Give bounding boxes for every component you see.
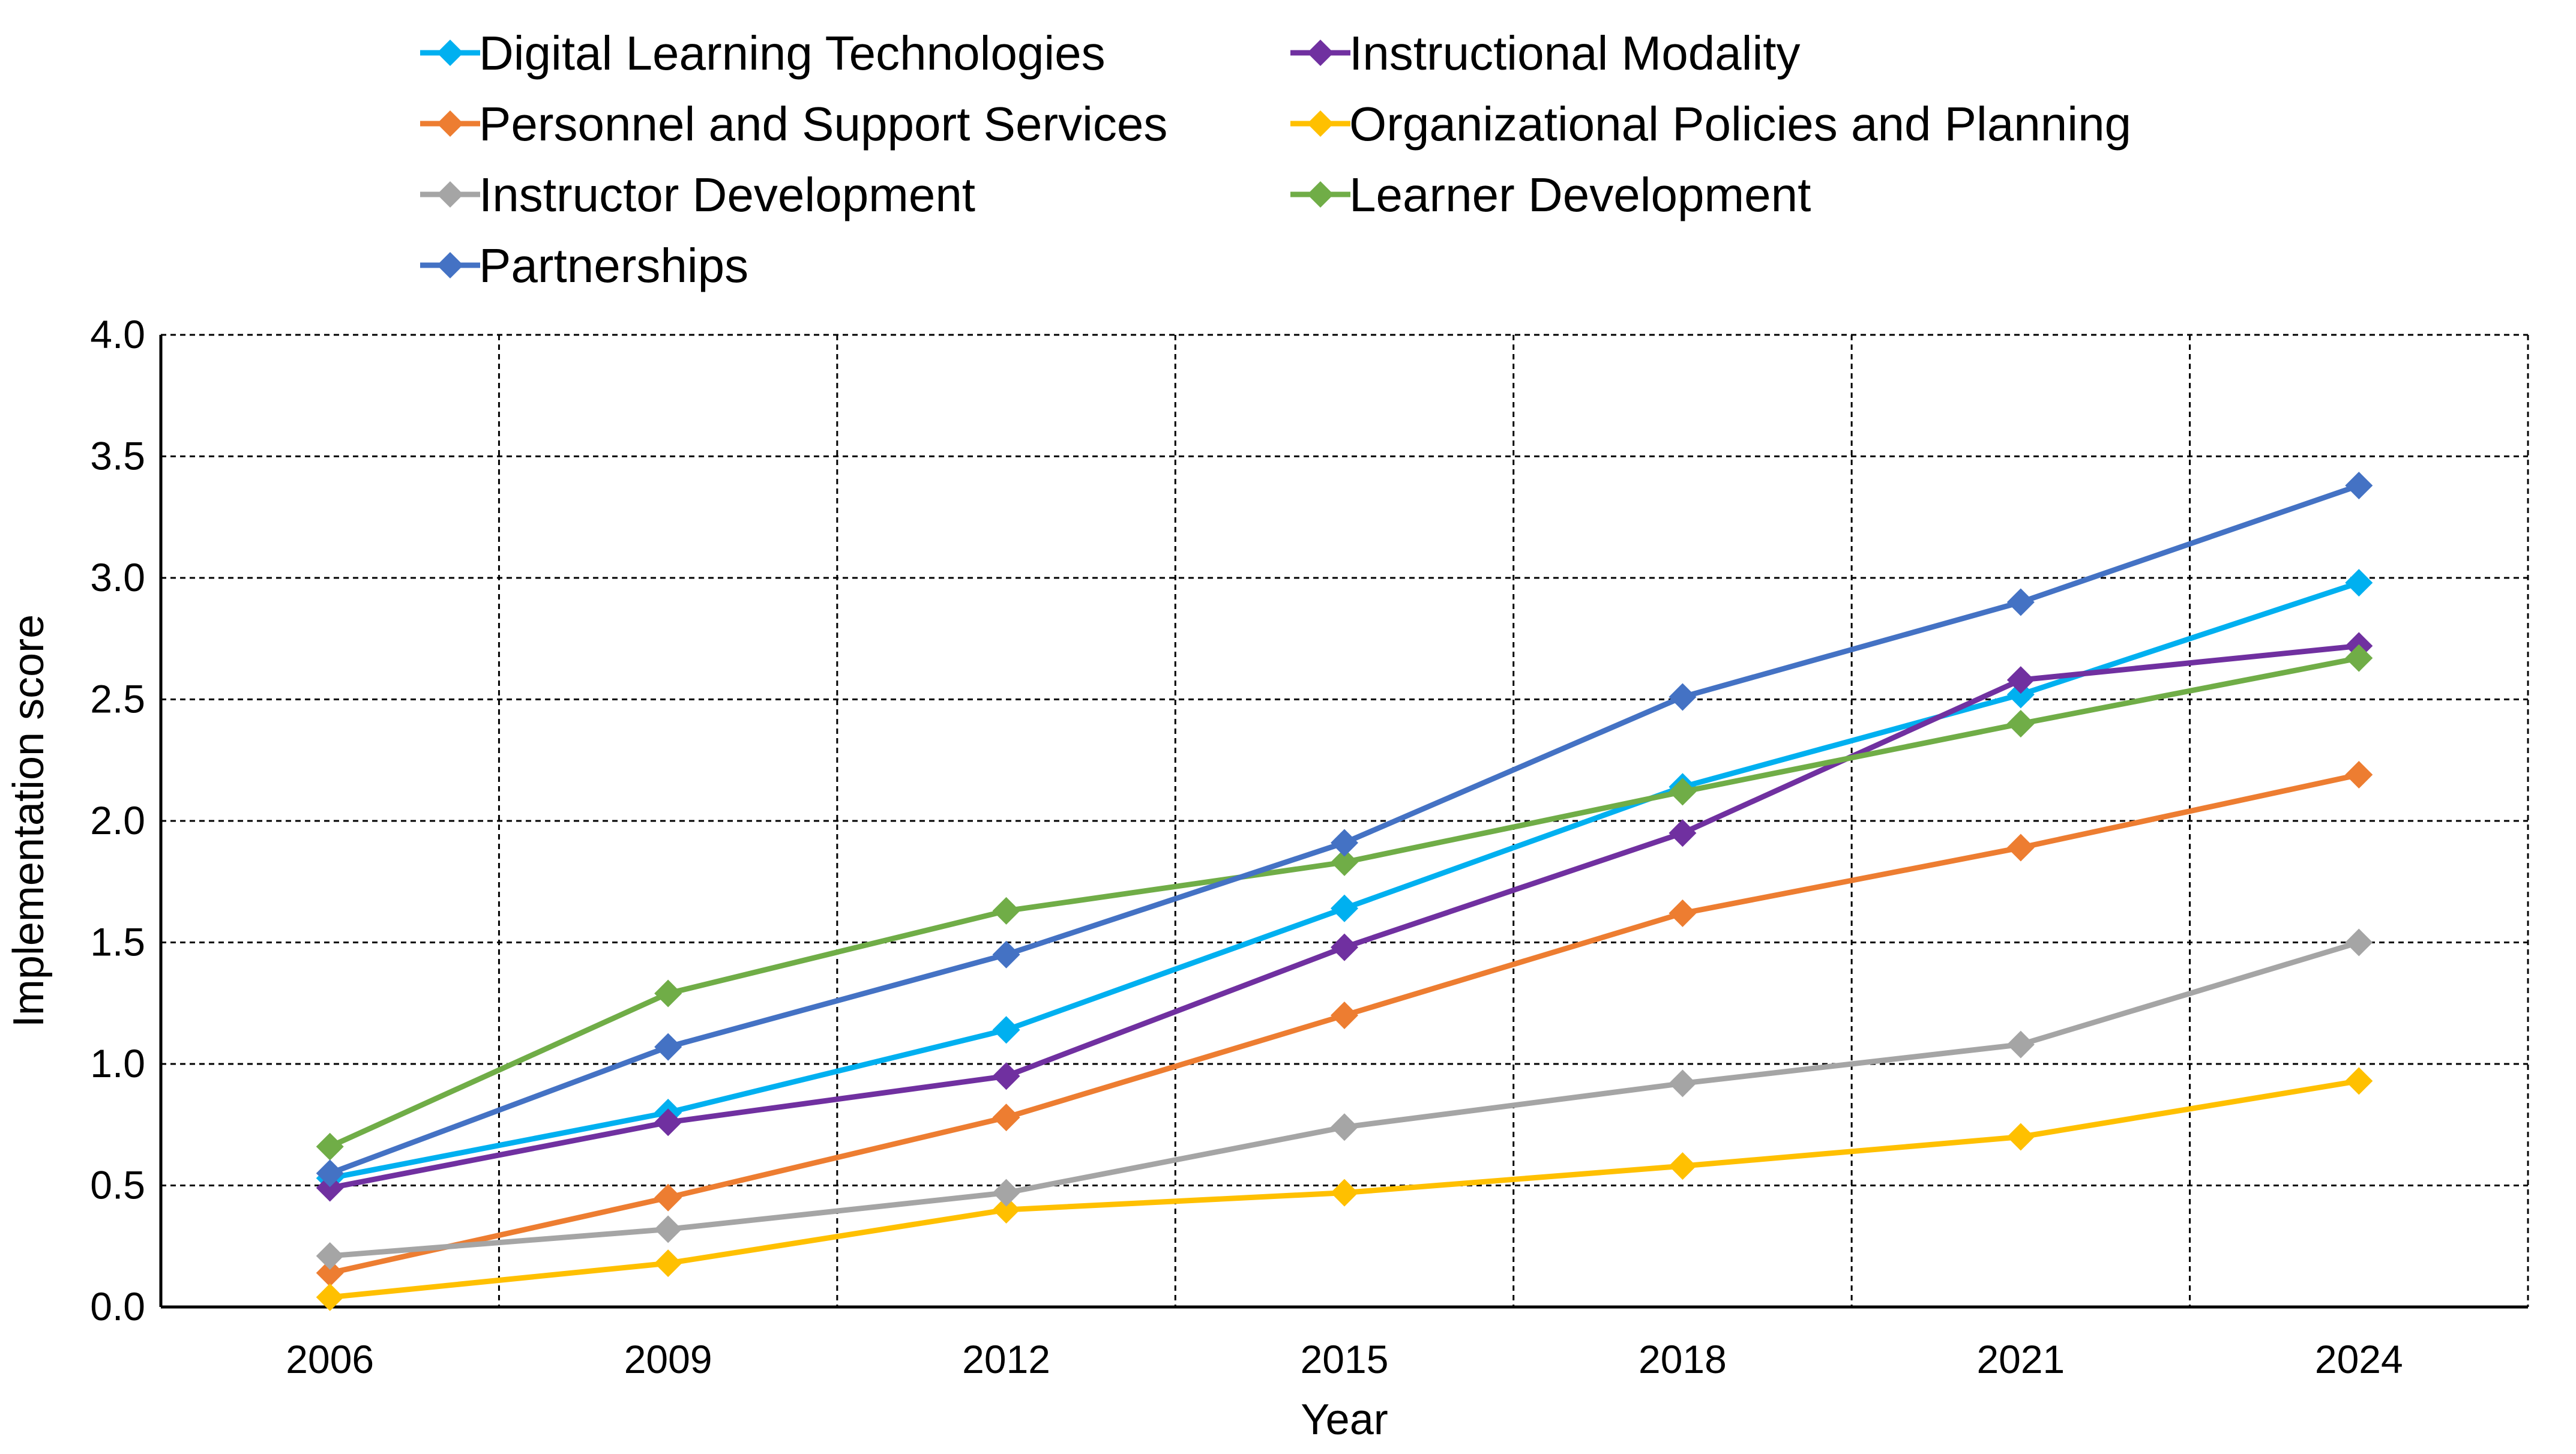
data-point-partnerships xyxy=(316,1159,344,1188)
legend-label: Learner Development xyxy=(1349,168,1811,221)
data-point-instructor-development xyxy=(1331,1113,1358,1141)
data-point-digital-learning-technologies xyxy=(992,1016,1020,1044)
series-learner-development xyxy=(316,644,2373,1161)
data-point-personnel-and-support-services xyxy=(316,1259,344,1287)
data-point-organizational-policies-and-planning xyxy=(2006,1123,2035,1151)
data-point-instructional-modality xyxy=(2006,666,2035,694)
y-tick-label: 0.0 xyxy=(90,1284,145,1329)
y-tick-label: 2.0 xyxy=(90,798,145,843)
data-point-partnerships xyxy=(1331,829,1358,857)
data-point-instructor-development xyxy=(1669,1069,1697,1098)
series-instructional-modality xyxy=(316,632,2373,1202)
legend-label: Personnel and Support Services xyxy=(479,97,1167,151)
legend-label: Organizational Policies and Planning xyxy=(1349,97,2131,151)
data-point-learner-development xyxy=(2006,710,2035,738)
data-point-partnerships xyxy=(1669,683,1697,711)
x-tick-label: 2018 xyxy=(1639,1337,1727,1381)
data-point-learner-development xyxy=(1669,778,1697,806)
x-tick-label: 2015 xyxy=(1301,1337,1389,1381)
legend-label: Digital Learning Technologies xyxy=(479,26,1106,80)
data-point-learner-development xyxy=(654,979,682,1008)
y-tick-label: 1.0 xyxy=(90,1041,145,1086)
legend-item-instructional-modality: Instructional Modality xyxy=(1290,26,1800,80)
data-point-learner-development xyxy=(992,897,1020,925)
y-tick-label: 1.5 xyxy=(90,920,145,964)
data-point-instructional-modality xyxy=(992,1062,1020,1090)
data-point-instructor-development xyxy=(654,1215,682,1243)
data-point-personnel-and-support-services xyxy=(1331,1002,1358,1029)
legend-marker xyxy=(1307,181,1334,208)
data-point-instructor-development xyxy=(2006,1030,2035,1059)
y-tick-label: 3.0 xyxy=(90,555,145,599)
x-tick-label: 2021 xyxy=(1976,1337,2065,1381)
legend-label: Instructor Development xyxy=(479,168,975,221)
legend-item-organizational-policies-and-planning: Organizational Policies and Planning xyxy=(1290,97,2131,151)
data-point-digital-learning-technologies xyxy=(2006,680,2035,709)
x-tick-label: 2012 xyxy=(962,1337,1050,1381)
y-axis-title: Implementation score xyxy=(5,614,53,1027)
data-point-organizational-policies-and-planning xyxy=(2345,1067,2373,1095)
x-axis-title: Year xyxy=(1301,1396,1388,1444)
data-point-instructional-modality xyxy=(654,1108,682,1137)
axes xyxy=(159,335,2528,1309)
data-point-partnerships xyxy=(992,940,1020,969)
data-point-organizational-policies-and-planning xyxy=(316,1283,344,1311)
data-point-learner-development xyxy=(2345,644,2373,672)
tick-labels: 0.0 0.5 1.0 1.5 2.0 2.5 3.0 3.5 4.0 2006 2009 2012 2… xyxy=(5,312,2403,1444)
data-point-instructor-development xyxy=(316,1242,344,1270)
legend-label: Partnerships xyxy=(479,239,748,292)
series-organizational-policies-and-planning xyxy=(316,1067,2373,1311)
series xyxy=(316,472,2373,1311)
data-point-instructor-development xyxy=(2345,928,2373,957)
series-instructor-development xyxy=(316,928,2373,1270)
legend-marker xyxy=(437,110,463,137)
series-partnerships xyxy=(316,472,2373,1188)
legend-marker xyxy=(437,252,463,278)
data-point-personnel-and-support-services xyxy=(2345,761,2373,789)
data-point-instructional-modality xyxy=(316,1174,344,1202)
legend-marker xyxy=(437,40,463,66)
x-tick-label: 2024 xyxy=(2315,1337,2403,1381)
data-point-personnel-and-support-services xyxy=(1669,899,1697,927)
legend-label: Instructional Modality xyxy=(1349,26,1800,80)
legend-item-instructor-development: Instructor Development xyxy=(420,168,975,221)
data-point-partnerships xyxy=(2006,588,2035,616)
data-point-instructional-modality xyxy=(1331,933,1358,961)
data-point-digital-learning-technologies xyxy=(2345,569,2373,597)
data-point-instructional-modality xyxy=(1669,819,1697,847)
data-point-instructor-development xyxy=(992,1179,1020,1207)
y-tick-label: 4.0 xyxy=(90,312,145,356)
y-tick-label: 0.5 xyxy=(90,1163,145,1207)
data-point-digital-learning-technologies xyxy=(1331,894,1358,922)
data-point-learner-development xyxy=(1331,848,1358,876)
legend-marker xyxy=(1307,110,1334,137)
data-point-partnerships xyxy=(2345,472,2373,500)
legend-marker xyxy=(1307,40,1334,66)
legend: Digital Learning Technologies Instruction… xyxy=(420,26,2131,292)
y-tick-label: 3.5 xyxy=(90,434,145,478)
data-point-personnel-and-support-services xyxy=(2006,834,2035,862)
legend-marker xyxy=(437,181,463,208)
data-point-learner-development xyxy=(316,1132,344,1161)
x-tick-label: 2006 xyxy=(286,1337,374,1381)
series-personnel-and-support-services xyxy=(316,761,2373,1287)
y-tick-label: 2.5 xyxy=(90,677,145,721)
x-tick-label: 2009 xyxy=(624,1337,712,1381)
data-point-organizational-policies-and-planning xyxy=(992,1196,1020,1224)
data-point-partnerships xyxy=(654,1033,682,1061)
data-point-organizational-policies-and-planning xyxy=(1331,1179,1358,1207)
legend-item-personnel-and-support-services: Personnel and Support Services xyxy=(420,97,1167,151)
data-point-personnel-and-support-services xyxy=(992,1104,1020,1132)
data-point-personnel-and-support-services xyxy=(654,1183,682,1212)
legend-item-learner-development: Learner Development xyxy=(1290,168,1811,221)
data-point-organizational-policies-and-planning xyxy=(1669,1152,1697,1180)
data-point-organizational-policies-and-planning xyxy=(654,1249,682,1278)
legend-item-digital-learning-technologies: Digital Learning Technologies xyxy=(420,26,1106,80)
grid xyxy=(161,334,2529,1307)
legend-item-partnerships: Partnerships xyxy=(420,239,748,292)
